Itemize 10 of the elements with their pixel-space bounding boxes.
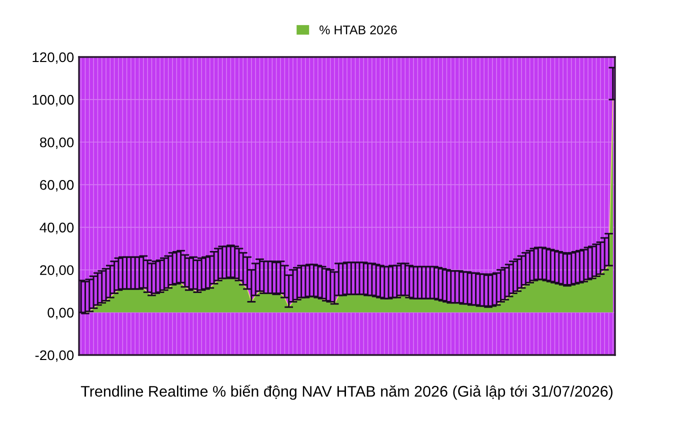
x-axis-title: Trendline Realtime % biến động NAV HTAB năm 2026 (Giả lập tới 31/07/2026) — [80, 384, 612, 400]
y-tick-label: 0,00 — [48, 308, 74, 320]
y-tick-label: 40,00 — [40, 222, 74, 234]
y-tick-label: -20,00 — [35, 350, 74, 362]
y-tick-label: 100,00 — [32, 94, 74, 106]
y-tick-label: 60,00 — [40, 180, 74, 192]
y-tick-label: 120,00 — [32, 52, 74, 64]
y-tick-label: 80,00 — [40, 137, 74, 149]
y-tick-label: 20,00 — [40, 265, 74, 277]
legend-label: % HTAB 2026 — [320, 25, 397, 34]
